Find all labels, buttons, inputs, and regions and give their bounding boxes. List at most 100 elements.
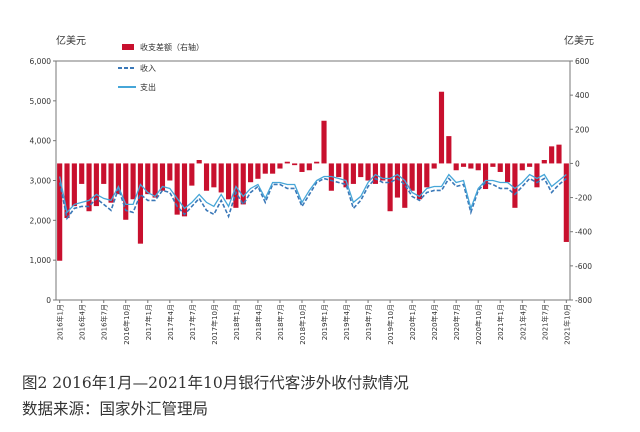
balance-bar <box>203 163 210 191</box>
balance-bar <box>416 163 423 200</box>
left-tick-label: 5,000 <box>30 97 52 106</box>
x-tick-label: 2018年1月 <box>232 304 241 340</box>
balance-bar <box>292 163 298 166</box>
source-note: 数据来源：国家外汇管理局 <box>22 400 209 418</box>
balance-bar <box>79 163 85 184</box>
balance-bar <box>240 163 246 205</box>
x-tick-label: 2019年4月 <box>342 304 351 340</box>
x-tick-label: 2019年1月 <box>320 304 329 340</box>
balance-bar <box>482 163 489 190</box>
balance-bar <box>248 163 254 183</box>
balance-bar <box>137 163 144 244</box>
balance-bar <box>306 163 312 171</box>
balance-bar <box>519 163 525 171</box>
left-axis: 0 1,000 2,000 3,000 4,000 5,000 6,000 <box>30 57 56 305</box>
x-tick-label: 2016年4月 <box>78 304 87 340</box>
income-expense-lines <box>58 173 567 221</box>
balance-bar <box>563 163 569 242</box>
x-tick-label: 2018年10月 <box>298 304 307 345</box>
balance-bar <box>130 163 136 200</box>
balance-bar <box>387 163 393 212</box>
balance-bars <box>57 91 569 261</box>
income-line <box>58 177 567 221</box>
x-tick-label: 2021年7月 <box>540 304 549 340</box>
balance-bar <box>372 163 378 184</box>
balance-bar <box>255 163 261 179</box>
balance-bar <box>64 163 70 219</box>
x-tick-label: 2021年10月 <box>562 304 571 345</box>
left-tick-label: 3,000 <box>30 177 52 186</box>
balance-bar <box>505 163 511 183</box>
balance-bar <box>218 163 224 193</box>
balance-bar <box>490 163 496 167</box>
x-tick-label: 2021年1月 <box>496 304 505 340</box>
balance-bar <box>225 163 232 200</box>
balance-bar <box>86 163 92 212</box>
right-tick-label: 0 <box>575 159 580 168</box>
x-tick-label: 2017年1月 <box>144 304 153 340</box>
x-tick-label: 2018年7月 <box>276 304 285 340</box>
balance-bar <box>460 163 467 167</box>
balance-bar <box>93 163 99 207</box>
balance-bar <box>394 163 401 198</box>
balance-bar <box>101 163 107 184</box>
x-tick-label: 2017年4月 <box>166 304 175 340</box>
balance-bar <box>189 163 195 186</box>
balance-bar <box>174 163 180 215</box>
balance-bar <box>409 163 415 191</box>
balance-bar <box>343 163 349 188</box>
balance-bar <box>57 163 63 261</box>
left-tick-label: 0 <box>46 296 51 305</box>
right-tick-label: 600 <box>575 57 590 66</box>
balance-bar <box>277 163 283 169</box>
balance-bar <box>365 163 371 181</box>
right-axis: -800 -600 -400 -200 0 200 400 600 <box>570 57 592 305</box>
balance-bar <box>453 163 459 171</box>
chart: 0 1,000 2,000 3,000 4,000 5,000 6,000 -800 -600… <box>30 34 594 345</box>
right-tick-label: -600 <box>575 262 592 271</box>
left-tick-label: 2,000 <box>30 216 52 225</box>
balance-bar <box>123 163 129 220</box>
balance-bar <box>115 163 121 195</box>
legend-expense-label: 支出 <box>140 82 156 92</box>
x-tick-label: 2017年10月 <box>210 304 219 345</box>
balance-bar <box>211 163 217 188</box>
balance-bar <box>438 91 445 164</box>
balance-bar <box>527 163 533 167</box>
right-tick-label: 200 <box>575 125 590 134</box>
balance-bar <box>475 163 481 171</box>
x-tick-label: 2020年4月 <box>430 304 439 340</box>
right-axis-unit: 亿美元 <box>564 34 594 47</box>
balance-bar <box>262 163 268 174</box>
balance-bar <box>145 163 151 195</box>
balance-bar <box>167 163 173 181</box>
x-tick-label: 2019年7月 <box>364 304 373 340</box>
balance-bar <box>512 163 518 208</box>
balance-bar <box>534 163 540 188</box>
left-tick-label: 4,000 <box>30 137 52 146</box>
legend: 收支差额（右轴） 收入 支出 <box>118 42 204 92</box>
x-tick-label: 2021年4月 <box>518 304 527 340</box>
figure-caption: 图2 2016年1月—2021年10月银行代客涉外收付款情况 <box>22 374 409 392</box>
x-axis: 2016年1月 2016年4月 2016年7月 2016年10月 2017年1月 2017… <box>56 300 571 345</box>
x-tick-label: 2016年7月 <box>100 304 109 340</box>
right-tick-label: 400 <box>575 91 590 100</box>
balance-bar <box>181 163 188 217</box>
balance-bar <box>424 163 430 188</box>
right-tick-label: -800 <box>575 296 592 305</box>
balance-bar <box>468 163 474 169</box>
right-tick-label: -400 <box>575 228 592 237</box>
left-axis-unit: 亿美元 <box>56 34 86 47</box>
balance-bar <box>556 144 562 164</box>
x-tick-label: 2016年10月 <box>122 304 131 345</box>
balance-bar <box>159 163 166 191</box>
balance-bar <box>549 146 555 164</box>
balance-bar <box>431 163 437 169</box>
legend-bar-label: 收支差额（右轴） <box>140 42 204 52</box>
balance-bar <box>196 160 202 164</box>
x-tick-label: 2019年10月 <box>386 304 395 345</box>
legend-income-label: 收入 <box>140 63 156 73</box>
balance-bar <box>71 163 77 207</box>
balance-bar <box>314 161 320 164</box>
x-tick-label: 2020年10月 <box>474 304 483 345</box>
